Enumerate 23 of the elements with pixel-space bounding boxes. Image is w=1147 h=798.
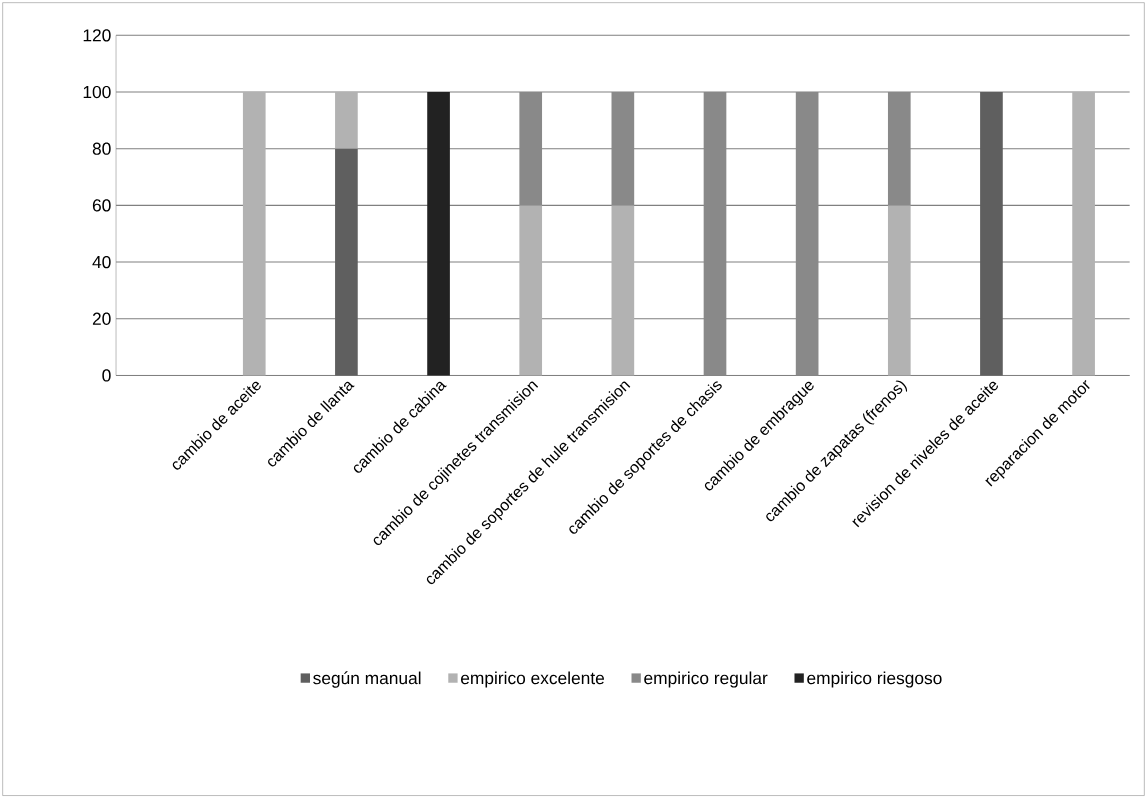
bar [242,91,266,376]
bar [427,91,450,376]
legend-label: empirico riesgoso [807,671,942,688]
bar [335,91,358,149]
y-tick-label: 100 [83,85,111,99]
bar [519,91,543,206]
y-tick-label: 0 [102,369,111,382]
y-tick-label: 20 [92,312,111,325]
y-tick-label: 40 [92,255,111,269]
legend-label: empirico excelente [461,671,605,688]
y-tick-label: 60 [92,199,111,212]
bar [611,91,635,206]
bar [519,205,543,376]
bar [1072,91,1095,376]
y-tick-label: 120 [83,29,111,42]
bar [887,91,911,206]
bar [335,148,358,376]
bar [611,205,635,376]
bar [887,205,911,376]
y-tick-label: 80 [92,142,111,155]
bar [980,91,1003,376]
legend-label: empirico regular [644,671,768,688]
legend-label: según manual [313,671,421,688]
